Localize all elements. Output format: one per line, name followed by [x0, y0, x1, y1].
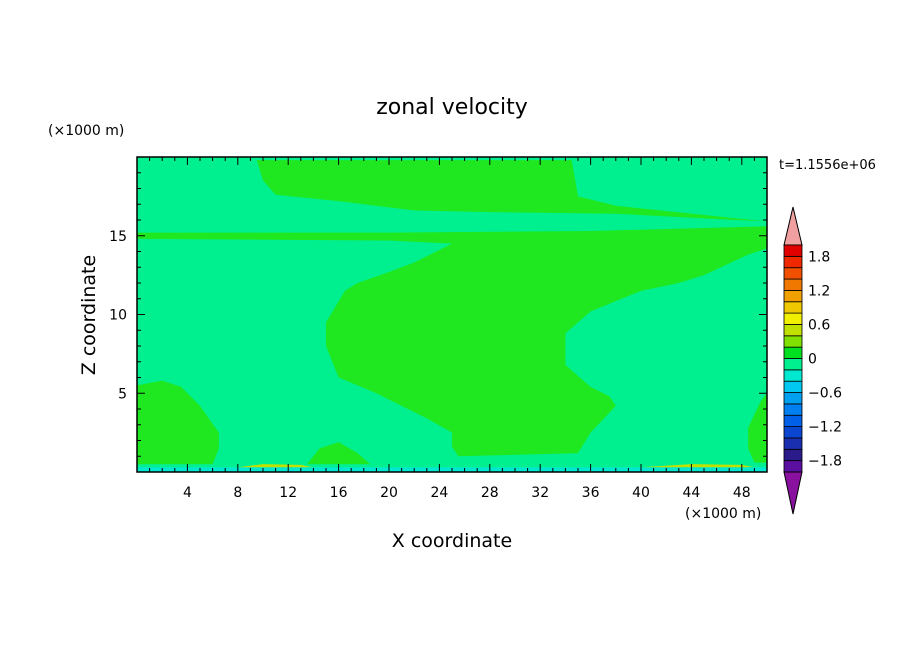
- colorbar-bin: [783, 414, 803, 428]
- plot-area: [136, 156, 768, 473]
- colorbar-bin: [783, 346, 803, 359]
- colorbar-label: −0.6: [808, 386, 842, 402]
- colorbar-bin: [783, 289, 803, 303]
- colorbar-bin: [783, 437, 803, 450]
- colorbar-bin: [783, 312, 803, 325]
- chart-title: zonal velocity: [376, 95, 528, 120]
- contour-region-bottom-bump: [307, 442, 371, 465]
- colorbar-bin: [783, 324, 803, 337]
- colorbar-bin: [783, 460, 803, 473]
- colorbar-bin: [783, 369, 803, 382]
- x-tick-label: 20: [380, 485, 398, 501]
- y-tick-label: 5: [118, 386, 127, 402]
- x-tick-label: 28: [481, 485, 499, 501]
- colorbar-bin: [783, 448, 803, 462]
- colorbar-under-triangle: [783, 471, 803, 515]
- x-tick-label: 24: [430, 485, 448, 501]
- colorbar-bin: [783, 358, 803, 371]
- x-tick-label: 48: [733, 485, 751, 501]
- colorbar-bin: [783, 392, 803, 405]
- colorbar-label: 1.2: [808, 283, 830, 299]
- colorbar-bin: [783, 267, 803, 280]
- x-axis: 4 8 12 16 20 24 28 32 36 40 44 48: [149, 157, 755, 501]
- y-unit-label: (×1000 m): [48, 123, 124, 139]
- colorbar-bin: [783, 244, 803, 257]
- x-axis-title: X coordinate: [392, 530, 512, 552]
- x-tick-label: 44: [682, 485, 700, 501]
- colorbar-bin: [783, 301, 803, 314]
- x-tick-label: 16: [330, 485, 348, 501]
- colorbar-bin: [783, 255, 803, 269]
- colorbar-over-triangle: [783, 206, 803, 246]
- colorbar-label: 0: [808, 352, 817, 368]
- x-tick-label: 32: [531, 485, 549, 501]
- colorbar-label: −1.8: [808, 454, 842, 470]
- contour-region-left-lobe: [137, 380, 219, 465]
- colorbar-bin: [783, 426, 803, 439]
- colorbar-label: 0.6: [808, 317, 830, 333]
- colorbar-label: −1.2: [808, 420, 842, 436]
- colorbar-bin: [783, 278, 803, 291]
- y-axis: 5 10 15: [109, 172, 767, 457]
- x-tick-label: 4: [183, 485, 192, 501]
- contour-region-right-lobe: [748, 393, 767, 463]
- contour-region-upper-band: [256, 160, 767, 222]
- x-unit-label: (×1000 m): [685, 506, 761, 522]
- colorbar-label: 1.8: [808, 249, 830, 265]
- x-tick-label: 40: [632, 485, 650, 501]
- y-tick-label: 10: [109, 308, 127, 324]
- y-tick-label: 15: [109, 229, 127, 245]
- colorbar: 1.8 1.2 0.6 0 −0.6 −1.2 −1.8: [783, 206, 842, 515]
- colorbar-bin: [783, 335, 803, 348]
- contour-region-mid-jet: [137, 226, 767, 457]
- time-label: t=1.1556e+06: [779, 158, 876, 173]
- x-tick-label: 36: [582, 485, 600, 501]
- x-tick-label: 8: [233, 485, 242, 501]
- x-tick-label: 12: [279, 485, 297, 501]
- colorbar-bin: [783, 380, 803, 393]
- colorbar-bin: [783, 403, 803, 416]
- y-axis-title: Z coordinate: [78, 255, 100, 375]
